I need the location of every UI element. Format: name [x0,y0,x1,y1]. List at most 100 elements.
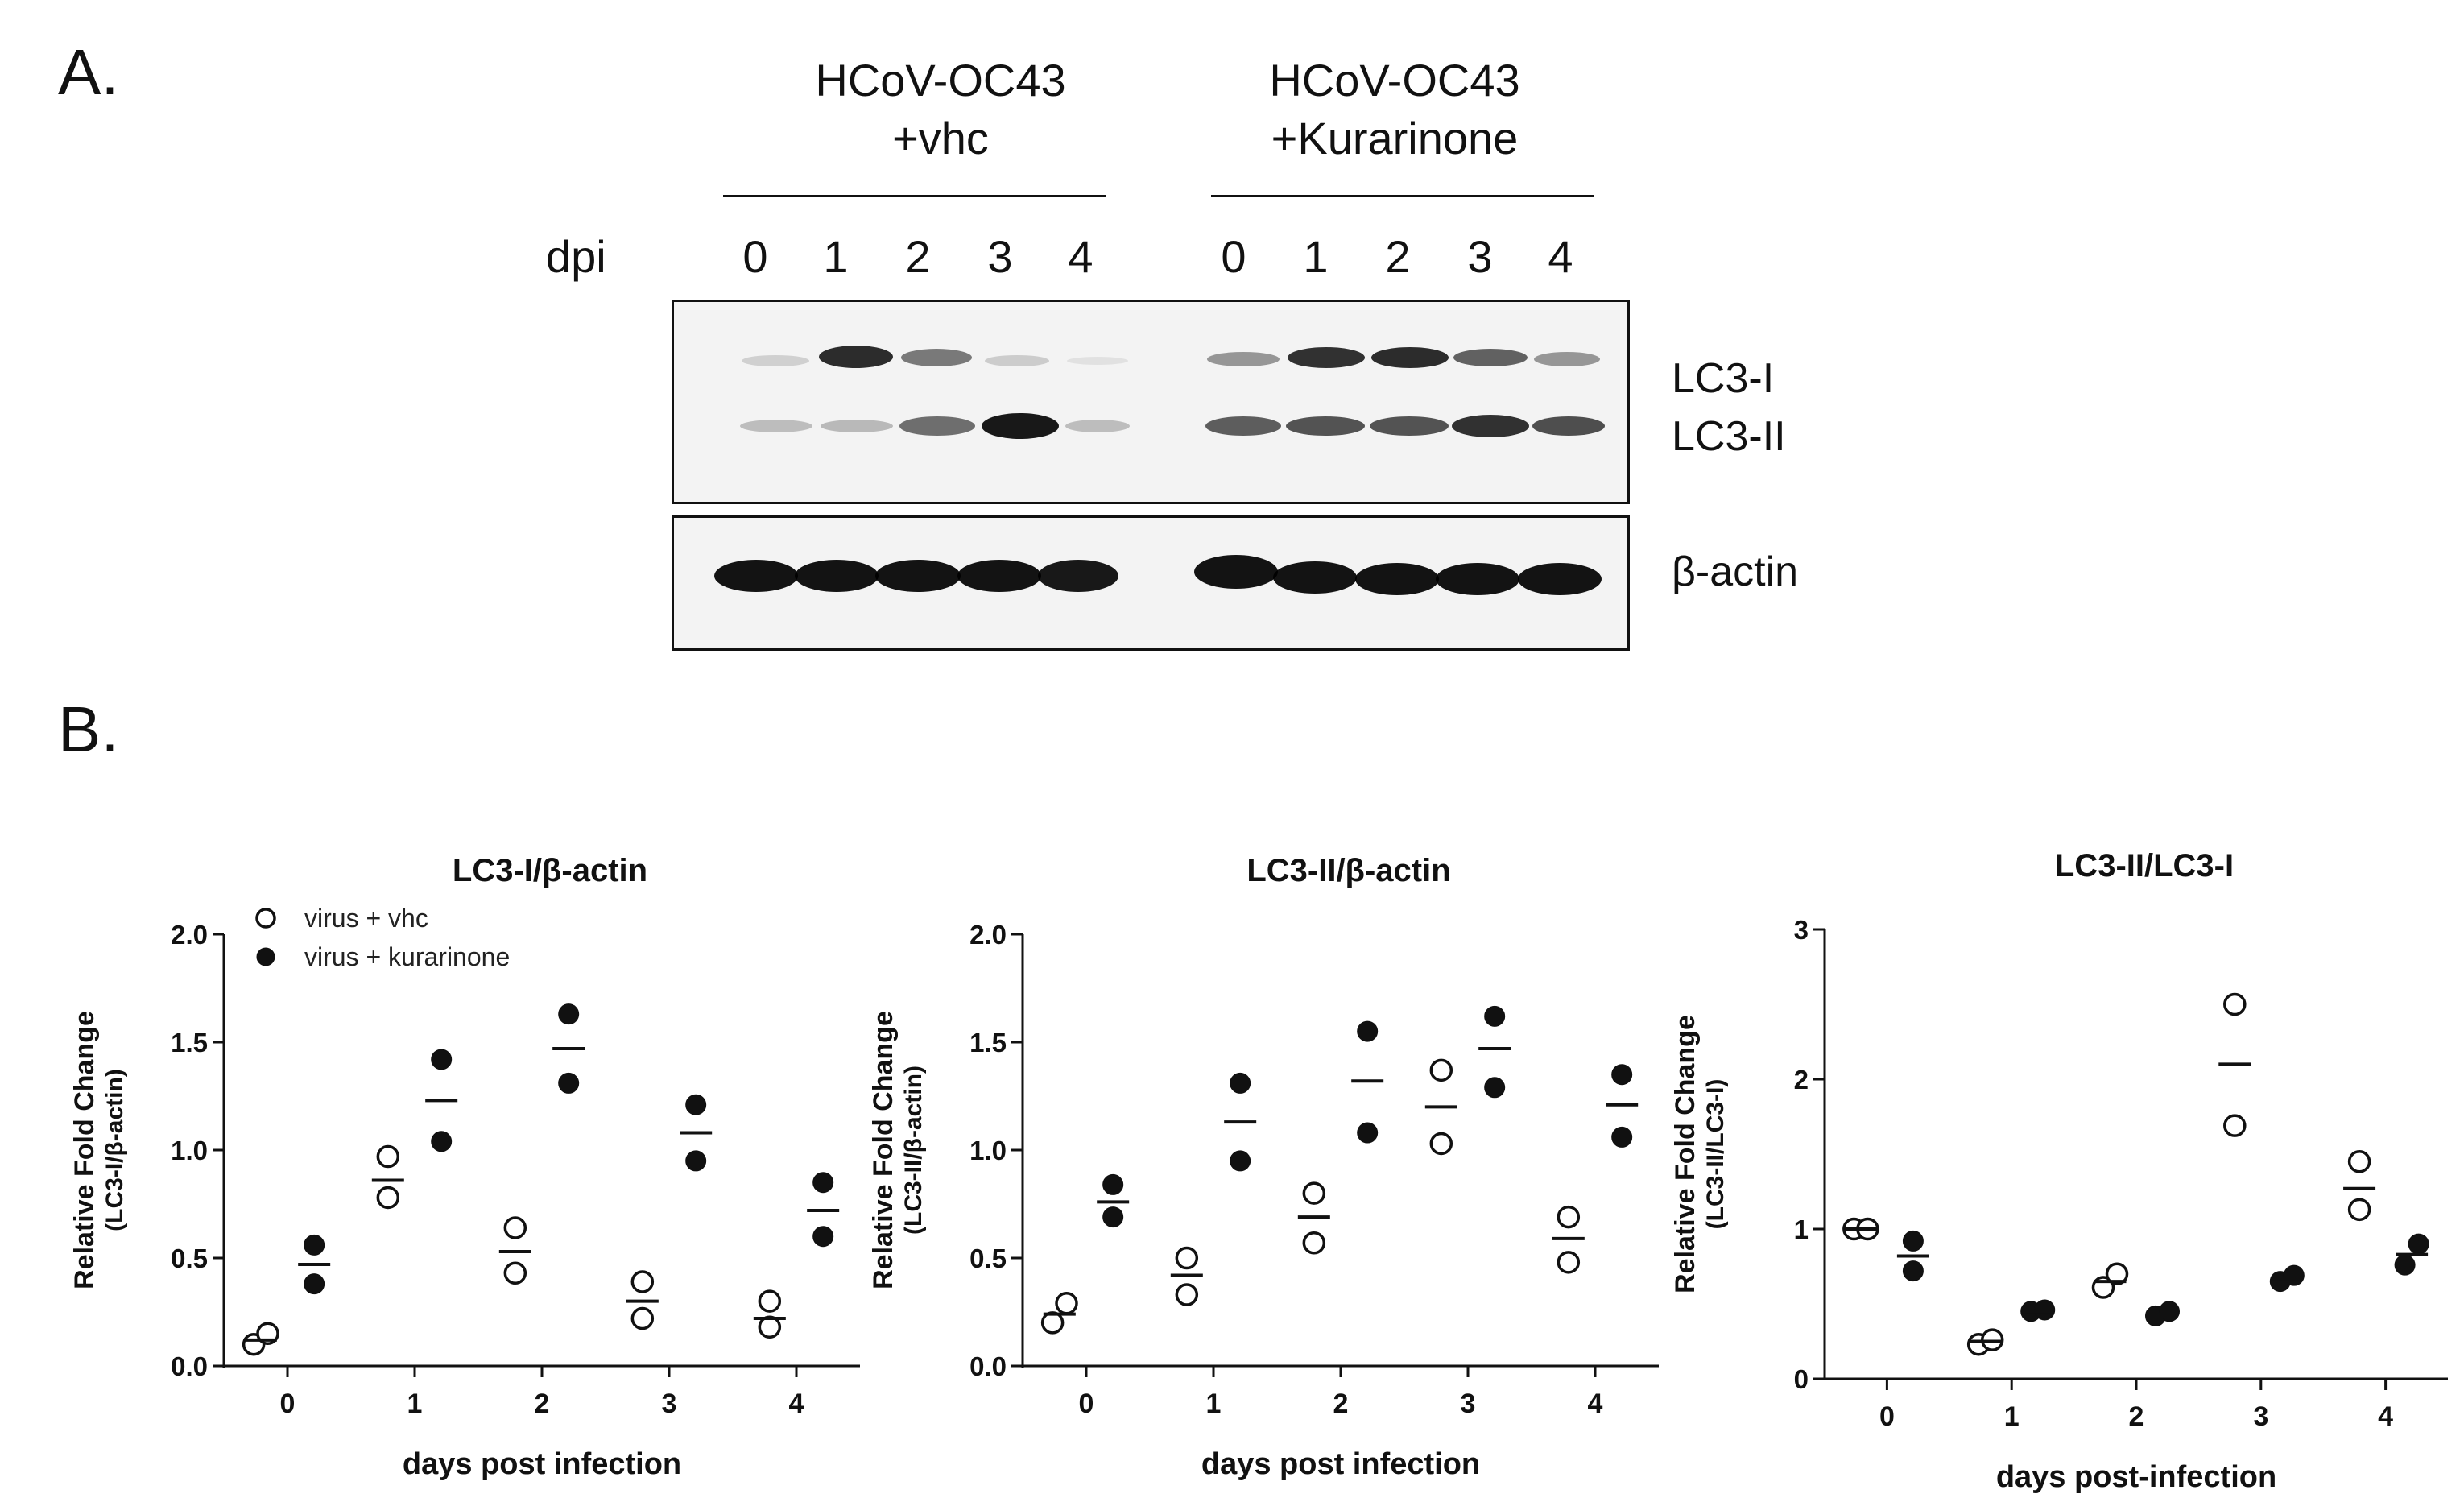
y-tick-label: 1.5 [969,1028,1007,1057]
blot-band [1532,416,1605,436]
data-point-vhc [2347,1198,2371,1222]
lane-label: 1 [823,231,849,282]
y-tick-label: 0.5 [969,1244,1007,1273]
blot-band [742,355,809,366]
panel-a-letter: A. [58,36,119,108]
legend-marker [256,947,275,966]
x-tick-label: 0 [1079,1388,1094,1419]
blot-band [1355,563,1439,595]
data-point-vhc [1175,1246,1199,1270]
y-tick-label: 2.0 [969,920,1007,950]
data-point-vhc [2223,992,2247,1016]
group-vhc-rule [723,195,1106,197]
chart-title: LC3-II/LC3-I [2055,848,2234,883]
dpi-label: dpi [546,231,606,282]
y-axis-label: (LC3-II/LC3-I) [1702,1079,1729,1230]
data-point-kurarinone [1230,1072,1251,1094]
panel-b-letter: B. [58,693,119,765]
blot-band [875,560,961,592]
legend-label: virus + kurarinone [304,942,510,971]
chart-title: LC3-II/β-actin [1246,853,1450,888]
x-tick-label: 3 [2253,1401,2268,1432]
lane-label: 2 [905,231,931,282]
data-point-kurarinone [558,1003,580,1025]
x-tick-label: 2 [2129,1401,2144,1432]
data-point-vhc [376,1186,400,1210]
x-tick-label: 0 [1879,1401,1895,1432]
blot-band [957,560,1041,592]
blot-band [1205,416,1281,436]
data-point-kurarinone [1611,1064,1633,1086]
legend-label: virus + vhc [304,904,428,933]
x-tick-label: 3 [1461,1388,1476,1419]
blot-band [1453,349,1528,366]
blot-band [1518,563,1602,595]
group-kurarinone-line1: HCoV-OC43 [1269,55,1520,106]
data-point-kurarinone [1102,1206,1124,1228]
lane-label: 2 [1385,231,1411,282]
y-tick-label: 1.0 [171,1136,208,1165]
group-header-kurarinone: HCoV-OC43 +Kurarinone [1153,52,1636,168]
data-point-kurarinone [304,1273,325,1295]
y-axis-label: Relative Fold Change [69,1011,100,1289]
band-label-lc3-i: LC3-I [1672,355,1775,402]
x-tick-label: 4 [789,1388,804,1419]
blot-band [714,560,798,592]
blot-band [985,355,1049,366]
lane-label: 0 [1221,231,1246,282]
data-point-vhc [1055,1292,1078,1315]
x-tick-label: 0 [280,1388,296,1419]
blot-band [901,349,972,366]
data-point-vhc [2223,1114,2247,1137]
blot-band [1067,357,1128,365]
y-axis-label: Relative Fold Change [868,1011,899,1289]
data-point-kurarinone [2394,1254,2416,1276]
blot-band [1288,347,1365,368]
y-tick-label: 2 [1794,1065,1809,1095]
data-point-vhc [1429,1058,1453,1082]
data-point-vhc [758,1289,782,1313]
data-point-vhc [1429,1132,1453,1156]
lane-label: 3 [1467,231,1493,282]
data-point-kurarinone [1484,1005,1506,1027]
x-tick-label: 1 [407,1388,423,1419]
blot-band [1194,555,1278,589]
blot-band [1371,347,1449,368]
x-axis-label: days post infection [403,1447,681,1481]
data-point-vhc [630,1306,655,1330]
data-point-kurarinone [812,1226,834,1248]
group-kurarinone-rule [1211,195,1594,197]
blot-band [1273,561,1357,594]
x-tick-label: 2 [1333,1388,1349,1419]
data-point-vhc [1175,1283,1199,1306]
data-point-kurarinone [685,1094,707,1115]
blot-band [982,413,1059,439]
blot-band [899,416,975,436]
data-point-kurarinone [431,1131,453,1152]
data-point-vhc [1557,1205,1581,1229]
data-point-kurarinone [304,1234,325,1256]
y-tick-label: 0.0 [969,1351,1007,1381]
x-tick-label: 2 [535,1388,550,1419]
data-point-vhc [1302,1181,1326,1205]
data-point-kurarinone [431,1049,453,1070]
blot-band [819,346,893,368]
x-tick-label: 3 [662,1388,677,1419]
blot-band [740,420,812,432]
data-point-kurarinone [685,1150,707,1172]
y-tick-label: 0.0 [171,1351,208,1381]
y-tick-label: 1 [1794,1215,1809,1244]
lane-label: 4 [1548,231,1573,282]
lc3-blot [672,300,1630,504]
data-point-kurarinone [2283,1264,2305,1286]
x-tick-label: 1 [1206,1388,1222,1419]
y-tick-label: 2.0 [171,920,208,950]
x-tick-label: 4 [1588,1388,1603,1419]
x-tick-label: 4 [2378,1401,2393,1432]
data-point-vhc [2105,1262,2129,1286]
x-axis-label: days post infection [1201,1447,1480,1481]
data-point-kurarinone [1484,1077,1506,1099]
data-point-kurarinone [1902,1260,1924,1282]
y-tick-label: 0 [1794,1364,1809,1394]
